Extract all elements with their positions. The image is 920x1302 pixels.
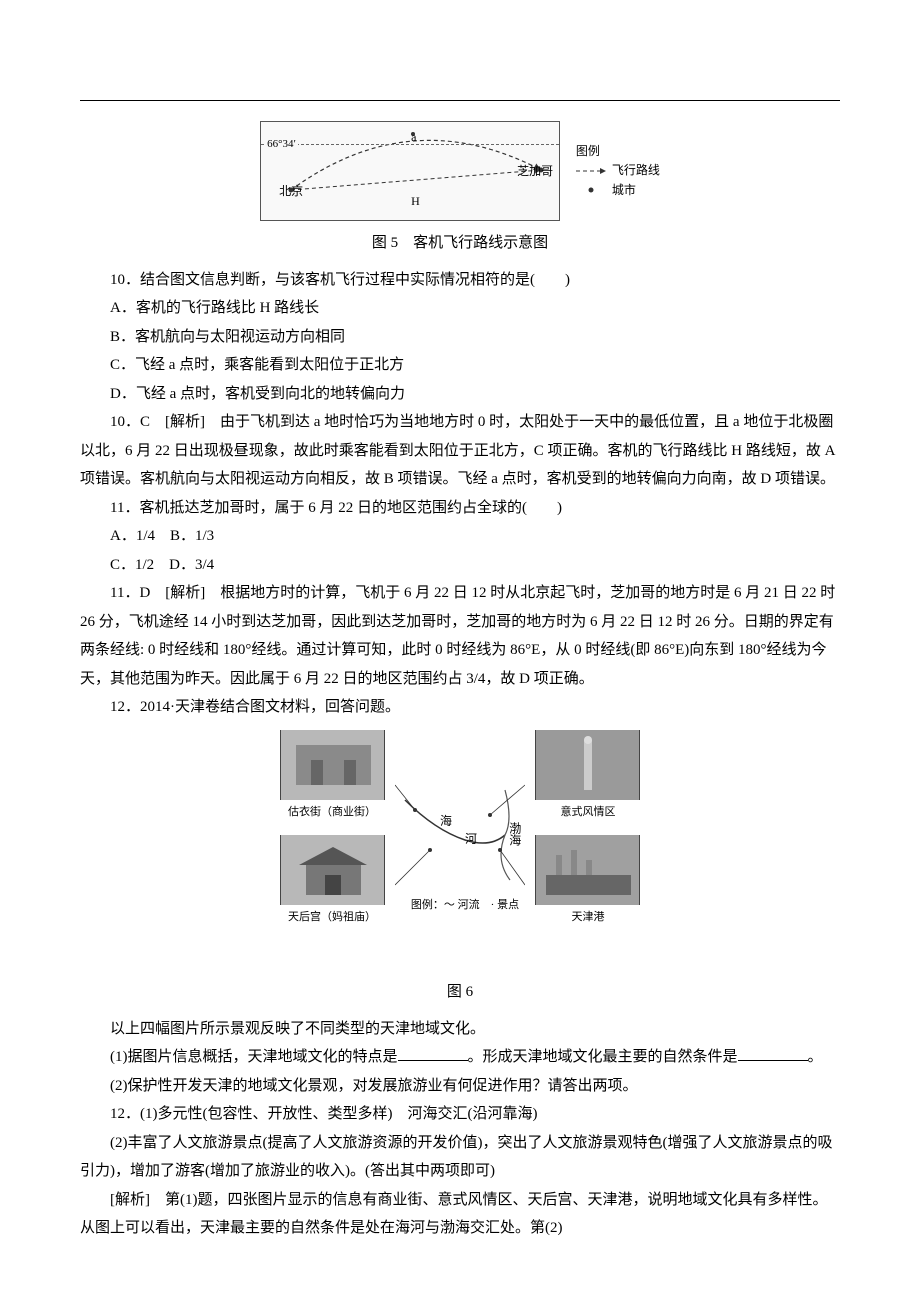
route-h-label: H	[411, 190, 420, 213]
q12-sub1-b: 。形成天津地域文化最主要的自然条件是	[468, 1049, 738, 1065]
figure-6-center-map: 海 河 渤海	[395, 780, 525, 890]
blank-2	[738, 1045, 808, 1062]
thumb-image-icon	[281, 835, 384, 905]
q11-options-row1: A．1/4 B．1/3	[80, 522, 840, 551]
q12-ans1: 12．(1)多元性(包容性、开放性、类型多样) 河海交汇(沿河靠海)	[80, 1100, 840, 1129]
thumb-guyi-street	[280, 730, 385, 800]
q10-answer: 10．C [解析] 由于飞机到达 a 地时恰巧为当地地方时 0 时，太阳处于一天…	[80, 408, 840, 494]
point-a-label: a	[411, 126, 416, 149]
q12-sub2: (2)保护性开发天津的地域文化景观，对发展旅游业有何促进作用？请答出两项。	[80, 1072, 840, 1101]
figure-6-legend: 图例：〜 河流 · 景点	[390, 895, 540, 916]
q10-option-b: B．客机航向与太阳视运动方向相同	[80, 323, 840, 352]
q12-sub1: (1)据图片信息概括，天津地域文化的特点是 。形成天津地域文化最主要的自然条件是 。	[80, 1043, 840, 1072]
top-rule	[80, 100, 840, 101]
q12-explain: [解析] 第(1)题，四张图片显示的信息有商业街、意式风情区、天后宫、天津港，说…	[80, 1186, 840, 1243]
q11-stem: 11．客机抵达芝加哥时，属于 6 月 22 日的地区范围约占全球的( )	[80, 494, 840, 523]
q12-ans2: (2)丰富了人文旅游景点(提高了人文旅游资源的开发价值)，突出了人文旅游景观特色…	[80, 1129, 840, 1186]
thumb-tianjin-port	[535, 835, 640, 905]
q11-answer: 11．D [解析] 根据地方时的计算，飞机于 6 月 22 日 12 时从北京起…	[80, 579, 840, 693]
figure-5-caption: 图 5 客机飞行路线示意图	[80, 229, 840, 258]
blank-1	[398, 1045, 468, 1062]
q12-sub1-a: (1)据图片信息概括，天津地域文化的特点是	[110, 1049, 398, 1065]
city-beijing-label: 北京	[279, 180, 303, 203]
q12-stem: 12．2014·天津卷结合图文材料，回答问题。	[80, 693, 840, 722]
legend-route-text: 飞行路线	[612, 161, 660, 180]
figure-5: 66°34′ a 北京 芝加哥 H 图例 飞行路线 城市	[80, 121, 840, 221]
q10-stem: 10．结合图文信息判断，与该客机飞行过程中实际情况相符的是( )	[80, 266, 840, 295]
lat-label: 66°34′	[265, 134, 298, 155]
label-he: 河	[465, 828, 477, 851]
legend-city-icon	[576, 185, 606, 195]
arctic-circle-line	[261, 144, 559, 145]
thumb-tianhou-caption: 天后宫（妈祖庙）	[272, 907, 392, 928]
legend-title-text: 图例	[576, 142, 600, 161]
label-bohai: 渤海	[503, 822, 526, 846]
city-chicago-label: 芝加哥	[517, 160, 553, 183]
thumb-tianhou-temple	[280, 835, 385, 905]
q12-sub1-c: 。	[808, 1049, 823, 1065]
q11-options-row2: C．1/2 D．3/4	[80, 551, 840, 580]
thumb-italian-district	[535, 730, 640, 800]
figure-5-map: 66°34′ a 北京 芝加哥 H	[260, 121, 560, 221]
legend-city-row: 城市	[576, 181, 660, 200]
q10-option-a: A．客机的飞行路线比 H 路线长	[80, 294, 840, 323]
legend-title: 图例	[576, 142, 660, 161]
thumb-image-icon	[536, 835, 639, 905]
thumb-italian-caption: 意式风情区	[528, 802, 648, 823]
legend-city-text: 城市	[612, 181, 636, 200]
figure-6-caption: 图 6	[80, 978, 840, 1007]
label-hai: 海	[440, 810, 452, 833]
q10-option-d: D．飞经 a 点时，客机受到向北的地转偏向力	[80, 380, 840, 409]
q12-intro: 以上四幅图片所示景观反映了不同类型的天津地域文化。	[80, 1015, 840, 1044]
thumb-port-caption: 天津港	[528, 907, 648, 928]
thumb-image-icon	[281, 730, 384, 800]
thumb-image-icon	[536, 730, 639, 800]
figure-5-legend: 图例 飞行路线 城市	[576, 142, 660, 200]
thumb-guyi-caption: 估衣街（商业街）	[272, 802, 392, 823]
legend-route-row: 飞行路线	[576, 161, 660, 180]
q10-option-c: C．飞经 a 点时，乘客能看到太阳位于正北方	[80, 351, 840, 380]
legend-route-icon	[576, 166, 606, 176]
figure-6-layout: 估衣街（商业街） 天后宫（妈祖庙） 意式风情区 天津港	[280, 730, 640, 960]
figure-6: 估衣街（商业街） 天后宫（妈祖庙） 意式风情区 天津港	[80, 730, 840, 971]
